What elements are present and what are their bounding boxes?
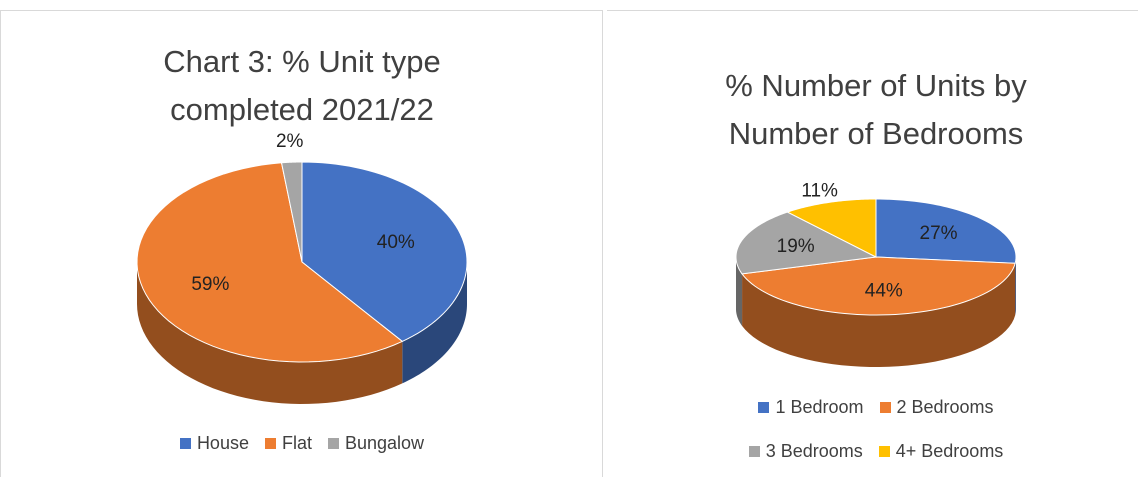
legend-item: Flat bbox=[264, 421, 312, 465]
legend-item: Bungalow bbox=[327, 421, 425, 465]
legend-item: 1 Bedroom bbox=[758, 385, 864, 429]
slice bbox=[786, 198, 877, 258]
legend-label: 2 Bedrooms bbox=[896, 396, 994, 417]
data-label: 11% bbox=[801, 180, 838, 201]
data-label: 44% bbox=[865, 281, 903, 302]
legend-label: 1 Bedroom bbox=[775, 396, 864, 417]
chart-panel bbox=[0, 10, 603, 477]
slice-side bbox=[736, 257, 743, 326]
data-label: 27% bbox=[920, 223, 958, 244]
slice bbox=[735, 211, 878, 275]
chart-title: Chart 3: % Unit type completed 2021/22 bbox=[163, 44, 441, 127]
chart-title: % Number of Units by Number of Bedrooms bbox=[725, 68, 1027, 151]
legend: 1 Bedroom 2 Bedrooms 3 Bedrooms 4+ Bedrooms bbox=[706, 385, 1046, 473]
data-label: 40% bbox=[377, 232, 415, 253]
chart-panel bbox=[607, 10, 1138, 477]
legend: House Flat Bungalow bbox=[22, 421, 582, 465]
slice-side bbox=[137, 262, 403, 404]
legend-label: House bbox=[196, 432, 249, 453]
legend-swatch bbox=[179, 437, 191, 449]
legend-label: Bungalow bbox=[344, 432, 425, 453]
slice bbox=[280, 161, 303, 263]
legend-swatch bbox=[748, 445, 760, 457]
slice bbox=[741, 256, 1016, 316]
slice-side bbox=[402, 262, 467, 384]
slice bbox=[301, 161, 468, 343]
legend-swatch bbox=[327, 437, 339, 449]
legend-item: 4+ Bedrooms bbox=[878, 429, 1004, 473]
legend-item: House bbox=[179, 421, 249, 465]
slice-side bbox=[1015, 257, 1016, 316]
data-label: 2% bbox=[276, 131, 304, 152]
legend-swatch bbox=[879, 401, 891, 413]
data-label: 59% bbox=[191, 274, 229, 295]
legend-swatch bbox=[264, 437, 276, 449]
slice bbox=[875, 198, 1017, 264]
legend-label: 4+ Bedrooms bbox=[895, 440, 1004, 461]
legend-swatch bbox=[758, 401, 770, 413]
data-label: 19% bbox=[777, 236, 815, 257]
legend-swatch bbox=[878, 445, 890, 457]
legend-label: Flat bbox=[281, 432, 312, 453]
legend-item: 2 Bedrooms bbox=[879, 385, 994, 429]
legend-item: 3 Bedrooms bbox=[748, 429, 863, 473]
slice bbox=[136, 162, 404, 363]
legend-label: 3 Bedrooms bbox=[765, 440, 863, 461]
